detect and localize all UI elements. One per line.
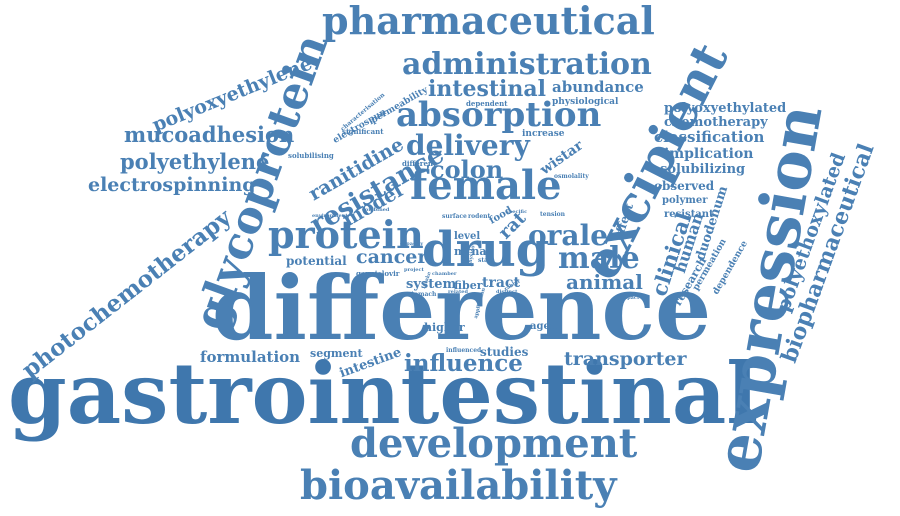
word-female: female (410, 162, 562, 209)
word-related: related (448, 289, 468, 295)
word-cancer: cancer (356, 246, 428, 268)
word-environment: environment (312, 213, 348, 219)
word-polyoxyethylated: polyoxyethylated (664, 101, 787, 116)
word-mucoadhesion: mucoadhesion (124, 122, 295, 147)
word-surface: surface (442, 213, 467, 220)
word-state: state (478, 257, 495, 264)
word-significant: significant (342, 127, 384, 136)
word-dependent: dependent (466, 99, 508, 108)
word-electrospinning: electrospinning (88, 174, 256, 196)
word-polyethylene: polyethylene (120, 149, 270, 174)
word-male: male (558, 241, 640, 276)
word-animal: animal (566, 270, 643, 294)
word-chemotherapy: chemotherapy (664, 115, 768, 130)
word-gastrointestinal: gastrointestinal (8, 344, 759, 443)
word-capacity: capacity (400, 241, 424, 247)
word-drug: drug (422, 222, 550, 278)
word-transporter: transporter (564, 348, 687, 370)
word-agent: agent (530, 321, 562, 332)
word-polymer: polymer (662, 195, 708, 206)
word-orale: orale (528, 219, 609, 252)
word-combined: combined (362, 207, 390, 213)
word-solubilising: solubilising (288, 151, 334, 160)
word-physiological: physiological (552, 97, 619, 107)
word-absorption: absorption (396, 95, 602, 135)
word-formulation: formulation (200, 348, 301, 366)
word-ganciclovir: ganciclovir (356, 269, 400, 278)
word-implication: implication (664, 146, 754, 162)
word-segment: segment (310, 347, 363, 360)
word-fiber: fiber (454, 279, 483, 292)
word-increase: increase (522, 129, 565, 139)
word-influenced: influenced (446, 347, 482, 354)
word-colon: colon (430, 155, 504, 184)
word-mrna: mrna (454, 245, 487, 258)
word-protein: protein (268, 212, 424, 257)
word-higher: higher (424, 321, 465, 334)
word-classification: classification (654, 128, 765, 146)
word-observed: observed (654, 179, 715, 193)
word-project: project (404, 267, 424, 273)
word-studies: studies (480, 345, 529, 359)
word-pharmaceutical: pharmaceutical (322, 0, 655, 43)
word-influence: influence (404, 350, 523, 377)
word-development: development (350, 420, 638, 467)
word-administration: administration (402, 47, 652, 82)
word-delivery: delivery (406, 129, 530, 162)
word-solubilizing: solubilizing (660, 162, 746, 177)
word-system: system (406, 277, 457, 292)
word-rodent: rodent (468, 213, 491, 220)
word-stomach: stomach (408, 291, 437, 298)
word-intestinal: intestinal (428, 76, 547, 102)
word-different: different (402, 159, 437, 168)
word-osmolality: osmolality (554, 173, 589, 180)
word-impact: impact (620, 295, 640, 301)
word-level: level (454, 231, 481, 242)
word-bioavailability: bioavailability (300, 462, 617, 509)
word-specific: specific (506, 209, 528, 215)
word-tension: tension (540, 211, 565, 218)
word-chamber: chamber (432, 271, 457, 277)
word-abundance: abundance (552, 78, 644, 96)
word-distinct: distinct (496, 289, 518, 295)
word-resistant: resistant (664, 209, 714, 220)
word-wistar: wistar (537, 137, 587, 179)
word-difference: difference (212, 256, 712, 360)
word-tract: tract (482, 275, 520, 291)
word-potential: potential (286, 254, 347, 268)
